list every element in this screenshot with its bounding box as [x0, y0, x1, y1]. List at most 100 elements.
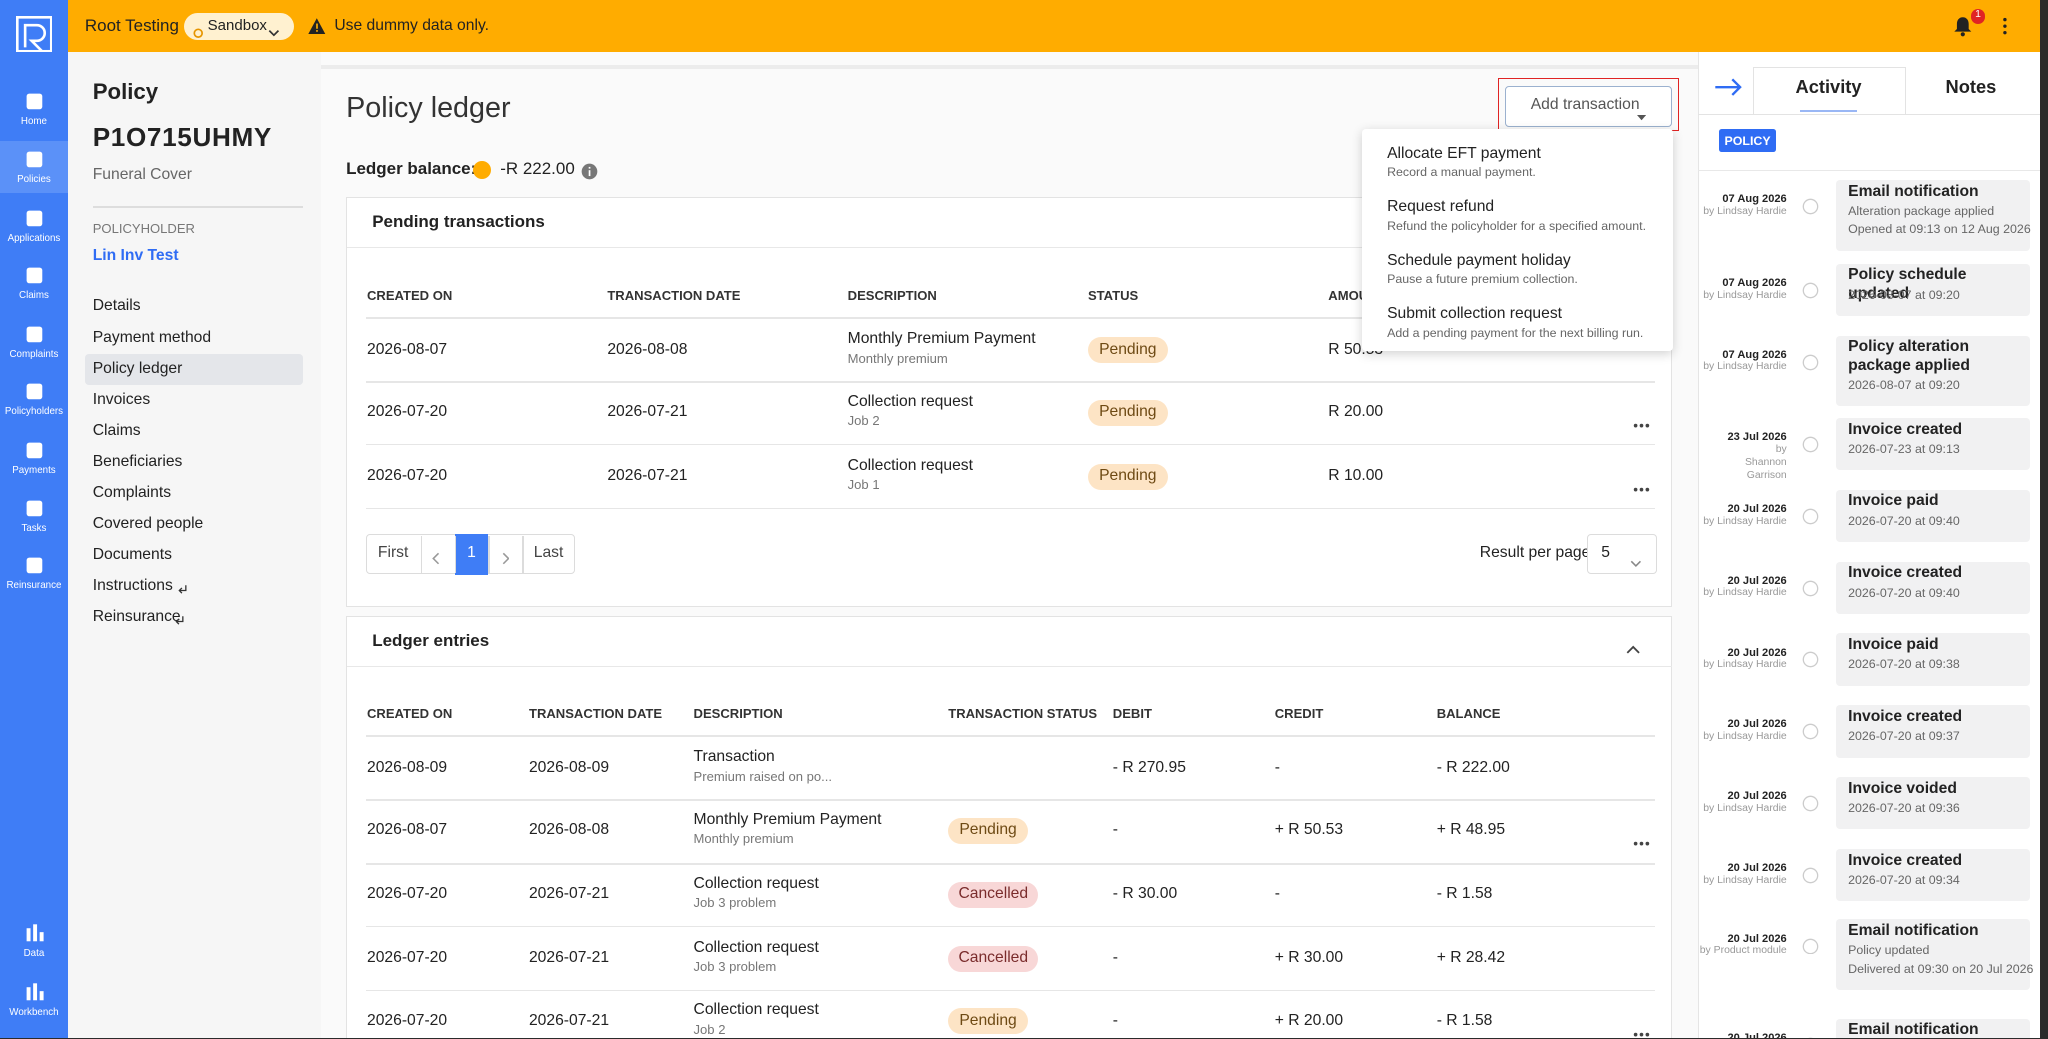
page-button[interactable]: Last: [533, 544, 564, 562]
page-button[interactable]: 1: [467, 544, 476, 562]
row-divider: [365, 735, 1655, 737]
dropdown-desc: Record a manual payment.: [1387, 164, 1536, 179]
timeline-dot-svg: [1803, 436, 1819, 453]
policy-menu-item[interactable]: Policy ledger: [92, 359, 183, 377]
nav-icon-svg: [26, 210, 42, 226]
policy-menu-item[interactable]: Beneficiaries: [92, 452, 183, 470]
cell: 2026-07-20: [367, 949, 448, 967]
activity-card: [1836, 919, 2030, 990]
nav-icon: [24, 498, 45, 519]
timeline-dot-svg: [1803, 282, 1819, 299]
activity-line: 2026-07-20 at 09:38: [1848, 657, 1960, 672]
policy-menu-item[interactable]: Covered people: [92, 515, 204, 533]
status-label: Pending: [959, 1011, 1017, 1029]
policy-sidebar: [67, 52, 322, 1039]
cell: 2026-07-20: [367, 467, 448, 485]
activity-line: 2026-07-20 at 09:40: [1848, 585, 1960, 600]
policy-menu-item[interactable]: Instructions: [92, 577, 173, 595]
row-divider: [365, 799, 1655, 801]
timeline-dot: [1802, 579, 1819, 596]
activity-date: 20 Jul 2026: [1727, 862, 1787, 875]
balance-value: -R 222.00: [500, 159, 575, 179]
cell: Collection request: [693, 1001, 819, 1019]
activity-title: Email notification: [1848, 922, 1979, 940]
policyholder-link[interactable]: Lin Inv Test: [92, 246, 179, 264]
nav-label[interactable]: Policies: [17, 173, 51, 185]
external-icon-svg: [178, 585, 187, 594]
nav-icon: [24, 982, 45, 1003]
column-header: STATUS: [1087, 288, 1139, 304]
nav-label[interactable]: Data: [23, 948, 45, 960]
activity-date: 07 Aug 2026: [1722, 348, 1787, 361]
page-next-svg: [502, 552, 510, 565]
dropdown-title[interactable]: Allocate EFT payment: [1387, 144, 1541, 162]
policy-menu-item[interactable]: Documents: [92, 546, 172, 564]
nav-icon-svg: [26, 267, 42, 284]
nav-icon: [24, 381, 45, 402]
activity-by: by Lindsay Hardie: [1703, 206, 1787, 218]
policy-menu-item[interactable]: Claims: [92, 421, 141, 439]
dropdown-title[interactable]: Request refund: [1387, 198, 1495, 216]
add-transaction-label: Add transaction: [1530, 96, 1640, 114]
policy-menu-item[interactable]: Details: [92, 297, 141, 315]
nav-label[interactable]: Workbench: [9, 1007, 59, 1019]
column-header: TRANSACTION DATE: [607, 288, 741, 304]
add-transaction-button[interactable]: [1504, 86, 1673, 128]
external-icon-svg: [175, 616, 184, 625]
row-divider: [365, 926, 1655, 928]
activity-date: 07 Aug 2026: [1722, 193, 1787, 206]
divider: [92, 206, 303, 208]
policy-menu-item[interactable]: Invoices: [92, 390, 151, 408]
activity-card: [1836, 633, 2030, 686]
nav-label[interactable]: Policyholders: [4, 406, 64, 418]
activity-by: by Lindsay Hardie: [1703, 874, 1787, 886]
cell: 2026-08-08: [528, 821, 610, 839]
timeline-dot: [1802, 722, 1819, 740]
nav-label[interactable]: Home: [20, 116, 47, 128]
policy-menu-item[interactable]: Complaints: [92, 483, 172, 501]
tab[interactable]: Activity: [1795, 76, 1862, 98]
cell: 2026-07-21: [528, 949, 610, 967]
dropdown-title[interactable]: Schedule payment holiday: [1387, 251, 1571, 269]
activity-line: Delivered at 09:30 on 20 Jul 2026: [1848, 961, 2034, 976]
nav-label[interactable]: Tasks: [21, 522, 47, 534]
divider: [1697, 169, 2041, 172]
tab-active: [1752, 66, 1907, 115]
timeline-dot: [1802, 866, 1819, 884]
nav-label[interactable]: Reinsurance: [6, 579, 62, 591]
nav-label[interactable]: Complaints: [9, 348, 59, 360]
policy-menu-item[interactable]: Reinsurance: [92, 608, 181, 626]
cell: + R 20.00: [1274, 1011, 1344, 1029]
nav-label[interactable]: Payments: [12, 465, 56, 477]
status-label: Cancelled: [958, 949, 1029, 967]
status-label: Pending: [1099, 403, 1157, 421]
status-pill: [948, 881, 1039, 908]
collapse-arrow-svg: [1714, 78, 1742, 97]
policy-menu-item[interactable]: Payment method: [92, 328, 212, 346]
per-page-select[interactable]: [1586, 534, 1657, 575]
dropdown-title[interactable]: Submit collection request: [1387, 305, 1562, 323]
notification-count: 1: [1975, 8, 1981, 20]
activity-line: 2026-08-07 at 09:20: [1848, 377, 1960, 392]
column-header: CREATED ON: [367, 288, 453, 304]
cell: 2026-07-20: [367, 885, 448, 903]
timeline-dot-svg: [1803, 198, 1819, 215]
page-button[interactable]: First: [377, 544, 409, 562]
activity-by: by Lindsay Hardie: [1703, 587, 1787, 599]
column-header: DESCRIPTION: [847, 288, 937, 304]
nav-label[interactable]: Claims: [19, 290, 49, 302]
activity-card: [1836, 417, 2030, 471]
column-header: TRANSACTION DATE: [528, 705, 663, 721]
status-pill: [1087, 399, 1168, 426]
kebab-icon-svg: [2003, 17, 2007, 35]
row-menu-svg: [1633, 1032, 1649, 1036]
nav-icon: [24, 324, 45, 345]
nav-label[interactable]: Applications: [7, 232, 61, 244]
timeline-dot: [1802, 936, 1819, 954]
activity-by: by Lindsay Hardie: [1703, 289, 1787, 301]
tab[interactable]: Notes: [1945, 76, 1997, 98]
cell: - R 30.00: [1112, 885, 1178, 903]
column-header: DEBIT: [1112, 705, 1152, 721]
env-chevron-svg: [268, 30, 279, 37]
activity-title: Email notification: [1848, 1021, 1979, 1039]
